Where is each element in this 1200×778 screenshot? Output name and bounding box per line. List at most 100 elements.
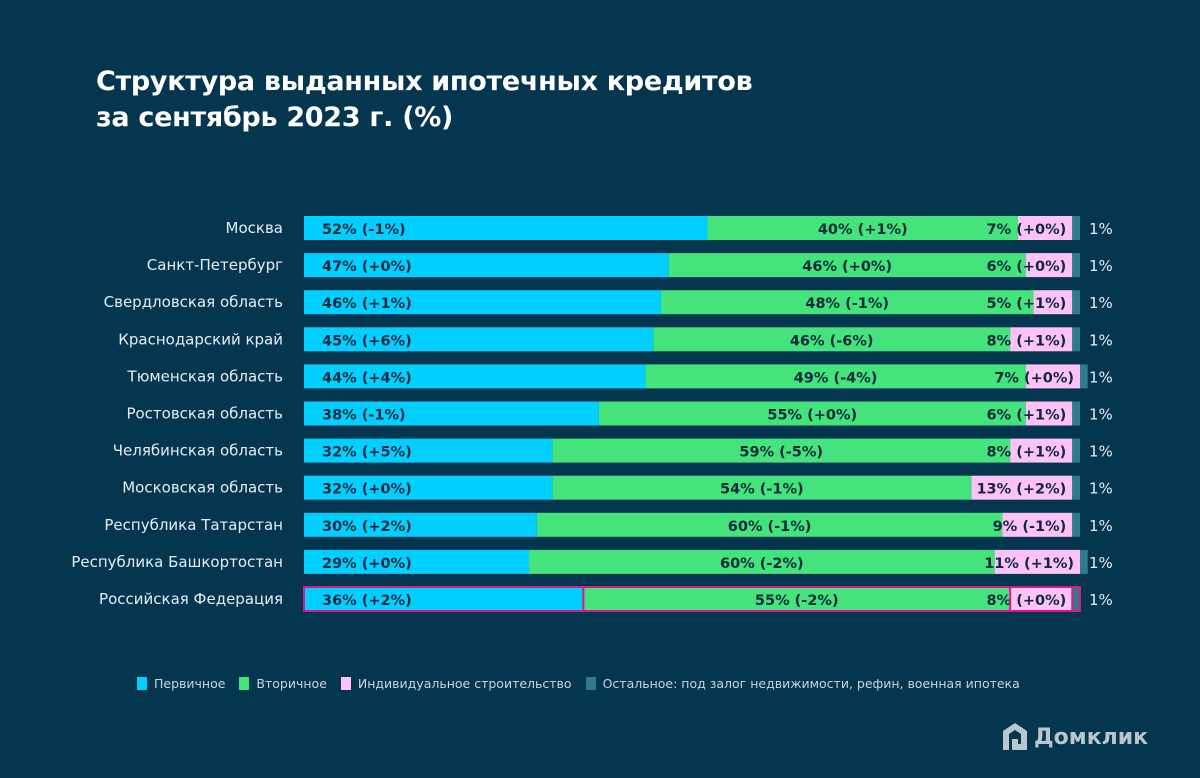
data-label-other: 1%	[1089, 331, 1113, 349]
category-label: Челябинская область	[113, 442, 283, 460]
bar-segment-3	[1033, 290, 1073, 315]
bar-segment-4	[1072, 290, 1080, 315]
domclick-logo: Домклик	[1002, 722, 1148, 752]
data-label: 60% (-1%)	[728, 519, 812, 535]
data-label-other: 1%	[1089, 220, 1113, 238]
legend-label: Первичное	[154, 676, 226, 691]
data-label: 7% (+0%)	[994, 370, 1074, 386]
bar-segment-2	[653, 327, 1011, 352]
data-label: 30% (+2%)	[322, 519, 412, 535]
legend-item-individual: Индивидуальное строительство	[340, 676, 572, 691]
data-label: 8% (+1%)	[987, 445, 1067, 461]
data-label: 32% (+0%)	[322, 482, 412, 498]
bar-segment-2	[529, 549, 995, 574]
bar-segment-1	[304, 401, 599, 426]
data-label: 9% (-1%)	[993, 519, 1067, 535]
bar-segment-1	[304, 216, 708, 240]
data-label: 8% (+1%)	[987, 333, 1067, 349]
bar-segment-2	[598, 401, 1026, 426]
bar-segment-4	[1080, 364, 1088, 389]
data-label: 48% (-1%)	[805, 296, 889, 312]
category-label: Ростовская область	[126, 405, 283, 423]
data-label-other: 1%	[1089, 554, 1113, 572]
data-label-other: 1%	[1089, 368, 1113, 386]
data-label: 47% (+0%)	[322, 259, 412, 275]
data-label: 54% (-1%)	[720, 482, 804, 498]
bar-segment-2	[552, 438, 1011, 463]
data-label-other: 1%	[1089, 294, 1113, 312]
data-label-other: 1%	[1089, 406, 1113, 424]
bar-segment-2	[645, 364, 1026, 389]
bar-segment-3	[971, 475, 1073, 500]
data-label: 49% (-4%)	[794, 370, 878, 386]
chart-title: Структура выданных ипотечных кредитов за…	[96, 64, 753, 136]
title-line-1: Структура выданных ипотечных кредитов	[96, 66, 753, 97]
bar-segment-3	[1025, 253, 1073, 278]
bar-segment-1	[304, 438, 553, 463]
data-label: 38% (-1%)	[322, 408, 406, 424]
data-label-other: 1%	[1089, 517, 1113, 535]
data-label: 29% (+0%)	[322, 556, 412, 572]
highlight-outline	[303, 586, 1081, 612]
bar-segment-4	[1072, 327, 1080, 352]
logo-text: Домклик	[1034, 724, 1149, 750]
data-label: 5% (+1%)	[987, 296, 1067, 312]
bar-segment-2	[668, 253, 1026, 278]
legend-swatch	[137, 677, 147, 690]
data-label: 32% (+5%)	[322, 445, 412, 461]
category-label: Тюменская область	[127, 367, 283, 385]
bar-segment-1	[304, 549, 530, 574]
bar-segment-4	[1080, 549, 1088, 574]
category-label: Республика Татарстан	[104, 516, 283, 534]
legend-item-other: Остальное: под залог недвижимости, рефин…	[585, 676, 1020, 691]
bar-segment-3	[1025, 401, 1073, 426]
bar-segment-4	[1072, 512, 1080, 537]
category-label: Республика Башкортостан	[71, 553, 283, 571]
category-label: Санкт-Петербург	[147, 256, 283, 274]
house-icon	[1003, 723, 1027, 750]
data-label: 55% (+0%)	[767, 408, 857, 424]
bar-segment-4	[1072, 475, 1080, 500]
stacked-bar-chart: Москва 52% (-1%) 40% (+1%) 7% (+0%) 1% Санкт-…	[71, 216, 1113, 612]
data-label: 6% (+1%)	[987, 408, 1067, 424]
data-label: 44% (+4%)	[322, 370, 412, 386]
data-label: 13% (+2%)	[976, 482, 1066, 498]
bar-segment-4	[1072, 401, 1080, 426]
bar-segment-2	[536, 512, 1003, 537]
category-label: Московская область	[122, 479, 283, 497]
bar-segment-1	[304, 364, 646, 389]
bar-segment-2	[660, 290, 1034, 315]
bar-segment-2	[707, 216, 1018, 240]
bar-segment-3	[994, 549, 1080, 574]
data-label: 45% (+6%)	[322, 333, 412, 349]
data-label: 8% (+0%)	[987, 593, 1067, 609]
bar-segment-2	[552, 475, 972, 500]
category-label: Свердловская область	[104, 293, 283, 311]
bar-segment-4	[1072, 587, 1080, 611]
bar-segment-3	[1010, 587, 1073, 611]
legend-label: Индивидуальное строительство	[357, 676, 572, 691]
legend-swatch	[239, 677, 250, 690]
data-label-other: 1%	[1089, 480, 1113, 498]
bar-segment-1	[304, 587, 584, 611]
bar-segment-1	[304, 475, 553, 500]
bar-segment-3	[1002, 512, 1073, 537]
bar-segment-3	[1010, 438, 1073, 463]
category-label: Москва	[226, 219, 283, 237]
data-label: 40% (+1%)	[818, 222, 908, 238]
legend-label: Остальное: под залог недвижимости, рефин…	[602, 676, 1020, 691]
bar-segment-3	[1025, 364, 1080, 389]
data-label: 46% (+1%)	[322, 296, 412, 312]
data-label: 46% (+0%)	[802, 259, 892, 275]
bar-segment-4	[1072, 216, 1080, 240]
data-label: 55% (-2%)	[755, 593, 839, 609]
data-label: 46% (-6%)	[790, 333, 874, 349]
legend: Первичное Вторичное Индивидуальное строи…	[137, 676, 1020, 691]
legend-swatch	[340, 677, 351, 690]
data-label-other: 1%	[1089, 591, 1113, 609]
bar-segment-4	[1072, 253, 1080, 278]
title-line-2: за сентябрь 2023 г. (%)	[96, 102, 454, 133]
bar-segment-1	[304, 290, 661, 315]
bar-segment-3	[1010, 327, 1073, 352]
category-label: Российская Федерация	[99, 590, 283, 608]
